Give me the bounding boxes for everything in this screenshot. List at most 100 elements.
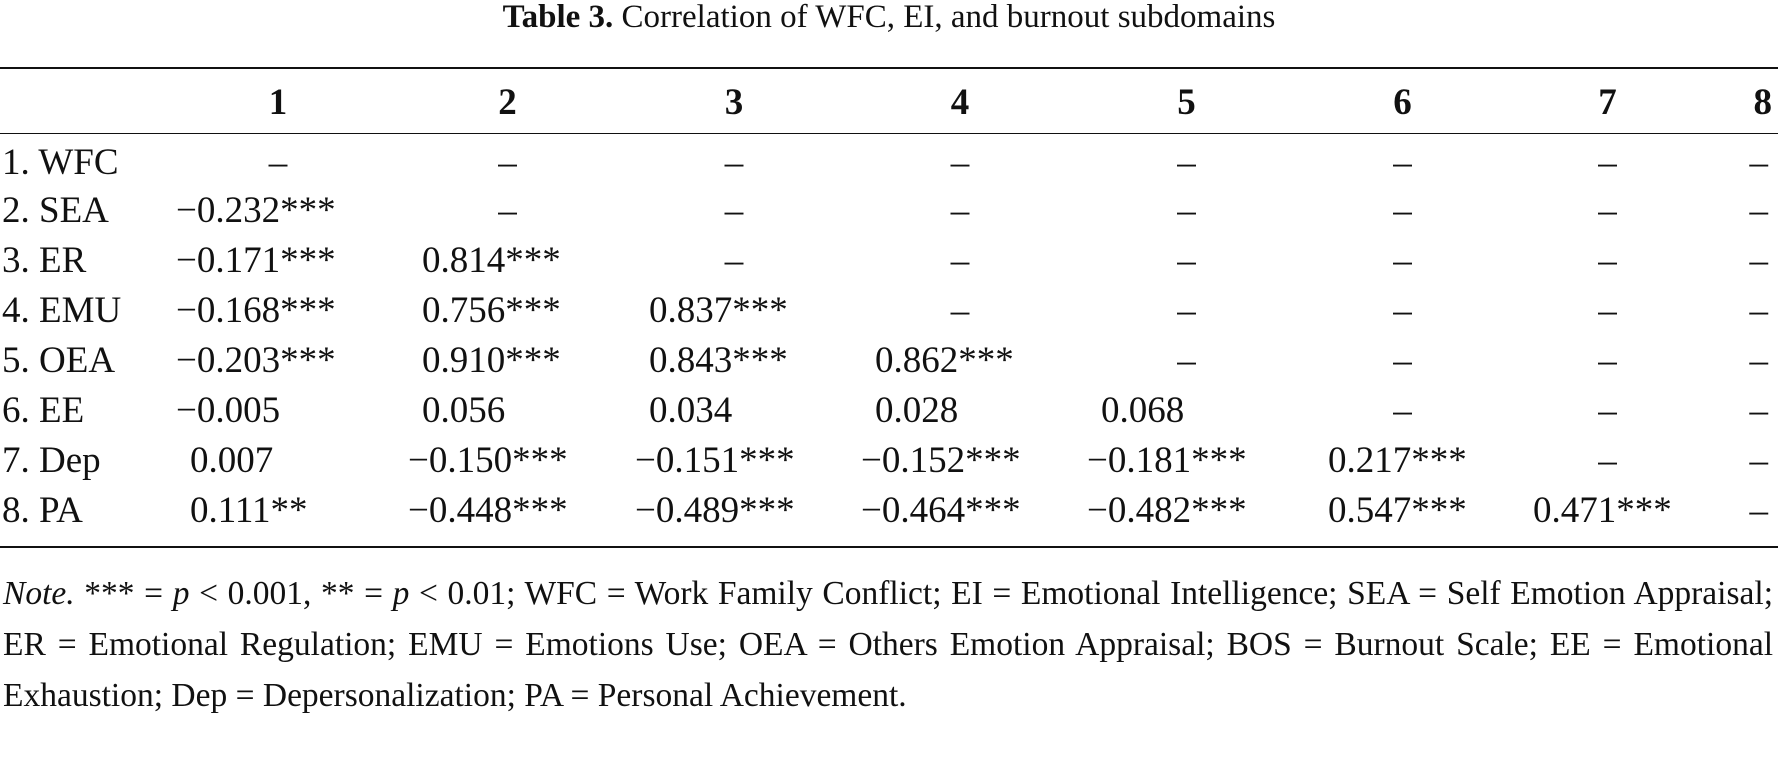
table-cell: – [1393, 389, 1412, 431]
table-cell: 0.910*** [422, 339, 561, 381]
table-cell: – [1749, 239, 1769, 281]
table-cell: – [1177, 339, 1196, 381]
table-cell: −0.203*** [176, 339, 336, 381]
note-sig1-p: p [172, 575, 190, 612]
table-cell: – [1177, 189, 1196, 231]
note-sig2-rest: < 0.01; [409, 575, 525, 612]
table-cell: – [1598, 339, 1617, 381]
table-bottom-rule [0, 546, 1778, 548]
row-label: 4. EMU [2, 289, 122, 331]
note-sig2-p: p [392, 575, 410, 612]
table-cell: – [1393, 339, 1412, 381]
table-cell: 0.007 [190, 439, 274, 481]
table-cell: 0.034 [649, 389, 733, 431]
row-label: 5. OEA [2, 339, 116, 381]
table-cell: – [1393, 189, 1412, 231]
table-cell: −0.168*** [176, 289, 336, 331]
column-header-8: 8 [1753, 82, 1773, 123]
table-cell: 0.547*** [1328, 489, 1467, 531]
note-sig1-stars: *** = [84, 575, 173, 612]
table-cell: 0.814*** [422, 239, 561, 281]
table-cell: – [1749, 289, 1769, 331]
table-cell: – [724, 141, 744, 183]
table-cell: 0.837*** [649, 289, 788, 331]
table-cell: – [1749, 489, 1769, 531]
table-cell: – [1393, 289, 1412, 331]
table-cell: – [724, 239, 744, 281]
table-cell: 0.217*** [1328, 439, 1467, 481]
table-row: 8. PA 0.111** −0.448*** −0.489*** −0.464*** −… [0, 485, 1778, 535]
table-cell: 0.056 [422, 389, 506, 431]
table-caption-label: Table 3. [502, 0, 614, 35]
table-cell: – [1598, 141, 1617, 183]
table-cell: 0.068 [1101, 389, 1185, 431]
row-label: 8. PA [2, 489, 83, 531]
table-cell: 0.471*** [1533, 489, 1672, 531]
table-cell: – [1177, 289, 1196, 331]
table-cell: – [498, 141, 517, 183]
table-cell: – [498, 189, 517, 231]
table-cell: 0.843*** [649, 339, 788, 381]
table-cell: – [1598, 189, 1617, 231]
table-cell: −0.232*** [176, 189, 336, 231]
table-caption: Table 3. Correlation of WFC, EI, and bur… [0, 0, 1778, 36]
table-cell: 0.028 [875, 389, 959, 431]
table-row: 1. WFC – – – – – – – – [0, 135, 1778, 185]
table-row: 6. EE −0.005 0.056 0.034 0.028 0.068 – – – [0, 385, 1778, 435]
table-cell: – [1749, 141, 1769, 183]
table-cell: – [724, 189, 744, 231]
note-abbreviations: WFC = Work Family Conflict; EI = Emotion… [3, 575, 1773, 714]
table-header: 1 2 3 4 5 6 7 8 [0, 70, 1778, 135]
row-label: 1. WFC [2, 141, 119, 183]
table-cell: −0.152*** [861, 439, 1021, 481]
table-cell: – [1749, 389, 1769, 431]
table-caption-title: Correlation of WFC, EI, and burnout subd… [621, 0, 1276, 35]
table-cell: −0.150*** [408, 439, 568, 481]
table-cell: – [950, 239, 970, 281]
table-row: 4. EMU −0.168*** 0.756*** 0.837*** – – – – – [0, 285, 1778, 335]
table-cell: −0.171*** [176, 239, 336, 281]
table-row: 7. Dep 0.007 −0.150*** −0.151*** −0.152*** −0… [0, 435, 1778, 485]
table-cell: 0.111** [190, 489, 308, 531]
correlation-table-container: 1 2 3 4 5 6 7 8 1. WFC – – – – – – – – 2. SEA −0.232*** – –… [0, 70, 1778, 535]
column-header-5: 5 [1177, 82, 1196, 123]
table-cell: – [1598, 289, 1617, 331]
column-header-7: 7 [1598, 82, 1617, 123]
column-header-3: 3 [724, 82, 744, 123]
column-header-1: 1 [268, 82, 288, 123]
table-cell: −0.005 [176, 389, 281, 431]
table-cell: 0.862*** [875, 339, 1014, 381]
table-cell: – [950, 289, 970, 331]
table-cell: −0.181*** [1087, 439, 1247, 481]
column-header-2: 2 [498, 82, 517, 123]
table-header-rule [0, 133, 1778, 134]
table-cell: −0.482*** [1087, 489, 1247, 531]
table-cell: – [1749, 339, 1769, 381]
table-cell: 0.756*** [422, 289, 561, 331]
note-label: Note. [3, 575, 75, 612]
row-label: 7. Dep [2, 439, 101, 481]
table-row: 5. OEA −0.203*** 0.910*** 0.843*** 0.862*** –… [0, 335, 1778, 385]
table-top-rule [0, 67, 1778, 69]
table-note: Note. *** = p < 0.001, ** = p < 0.01; WF… [3, 568, 1773, 721]
table-cell: – [950, 189, 970, 231]
table-cell: – [950, 141, 970, 183]
table-cell: – [1749, 439, 1769, 481]
table-cell: – [1393, 141, 1412, 183]
column-header-6: 6 [1393, 82, 1412, 123]
table-cell: – [1598, 239, 1617, 281]
table-cell: – [1393, 239, 1412, 281]
table-cell: −0.489*** [635, 489, 795, 531]
table-row: 2. SEA −0.232*** – – – – – – – [0, 185, 1778, 235]
table-cell: −0.448*** [408, 489, 568, 531]
table-cell: – [1598, 439, 1617, 481]
header-corner [0, 70, 162, 135]
table-cell: – [1749, 189, 1769, 231]
column-header-4: 4 [950, 82, 970, 123]
table-cell: – [1598, 389, 1617, 431]
table-cell: – [268, 141, 288, 183]
table-row: 3. ER −0.171*** 0.814*** – – – – – – [0, 235, 1778, 285]
table-body: 1. WFC – – – – – – – –2. SEA −0.232*** – – – – – – –3. E… [0, 135, 1778, 535]
header-row: 1 2 3 4 5 6 7 8 [0, 70, 1778, 135]
